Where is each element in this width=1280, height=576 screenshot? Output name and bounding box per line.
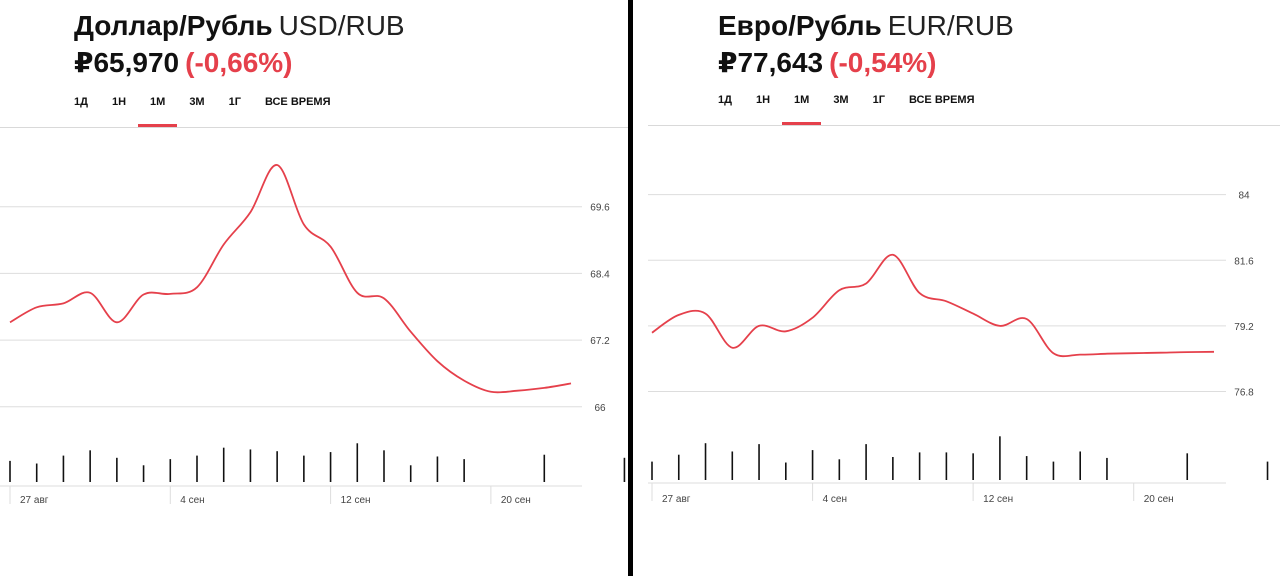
tab-1d[interactable]: 1Д: [718, 94, 732, 106]
current-price: ₽65,970: [74, 47, 180, 78]
tab-1m[interactable]: 1М: [782, 94, 822, 125]
tab-1m[interactable]: 1М: [138, 96, 178, 127]
x-tick-label: 4 сен: [823, 494, 847, 505]
x-tick-label: 20 сен: [501, 495, 531, 506]
y-tick-label: 81.6: [1234, 256, 1254, 267]
usd-rub-chart: 66 67.2 68.4 69.6 27 авг 4 сен 12 сен 20 сен: [0, 164, 626, 506]
tab-3m[interactable]: 3М: [833, 94, 849, 106]
y-tick-label: 67.2: [590, 336, 610, 347]
period-tabs: 1Д 1Н 1М 3М 1Г ВСЕ ВРЕМЯ: [62, 96, 343, 127]
page-title: Евро/Рубль EUR/RUB: [718, 10, 1014, 42]
price-series-line: [651, 253, 1215, 358]
tabs-divider: [648, 125, 1280, 126]
tab-all-time[interactable]: ВСЕ ВРЕМЯ: [264, 96, 331, 108]
y-tick-label: 79.2: [1234, 322, 1254, 333]
pair-name: Доллар/Рубль: [74, 10, 273, 41]
y-tick-label: 68.4: [590, 269, 610, 280]
y-tick-label: 76.8: [1234, 387, 1254, 398]
tab-3m[interactable]: 3М: [189, 96, 205, 108]
pair-code: EUR/RUB: [887, 10, 1014, 41]
price-series-line: [9, 164, 572, 394]
usd-rub-panel: Доллар/Рубль USD/RUB ₽65,970 (-0,66%) 1Д 1…: [0, 0, 628, 576]
tab-1w[interactable]: 1Н: [755, 94, 771, 106]
x-tick-label: 12 сен: [983, 494, 1013, 505]
period-tabs: 1Д 1Н 1М 3М 1Г ВСЕ ВРЕМЯ: [706, 94, 987, 125]
tab-1y[interactable]: 1Г: [228, 96, 241, 108]
price-change: (-0,54%): [829, 47, 937, 78]
y-tick-label: 66: [594, 403, 606, 414]
x-tick-label: 27 авг: [20, 495, 49, 506]
current-price: ₽77,643: [718, 47, 824, 78]
eur-rub-panel: Евро/Рубль EUR/RUB ₽77,643 (-0,54%) 1Д 1Н …: [634, 0, 1280, 576]
x-tick-label: 12 сен: [341, 495, 371, 506]
pair-code: USD/RUB: [278, 10, 405, 41]
x-tick-label: 4 сен: [180, 495, 204, 506]
pair-name: Евро/Рубль: [718, 10, 882, 41]
y-tick-label: 84: [1238, 191, 1250, 202]
price-change: (-0,66%): [185, 47, 293, 78]
tab-all-time[interactable]: ВСЕ ВРЕМЯ: [908, 94, 975, 106]
y-tick-label: 69.6: [590, 203, 610, 214]
page-title: Доллар/Рубль USD/RUB: [74, 10, 405, 42]
price-line: ₽65,970 (-0,66%): [74, 46, 293, 79]
tab-1w[interactable]: 1Н: [111, 96, 127, 108]
x-tick-label: 20 сен: [1144, 494, 1174, 505]
eur-rub-chart: 76.8 79.2 81.6 84 27 авг 4 сен 12 сен 20 сен: [648, 191, 1269, 505]
tab-1d[interactable]: 1Д: [74, 96, 88, 108]
x-tick-label: 27 авг: [662, 494, 691, 505]
tabs-divider: [0, 127, 628, 128]
price-line: ₽77,643 (-0,54%): [718, 46, 937, 79]
panel-divider: [628, 0, 633, 576]
tab-1y[interactable]: 1Г: [872, 94, 885, 106]
